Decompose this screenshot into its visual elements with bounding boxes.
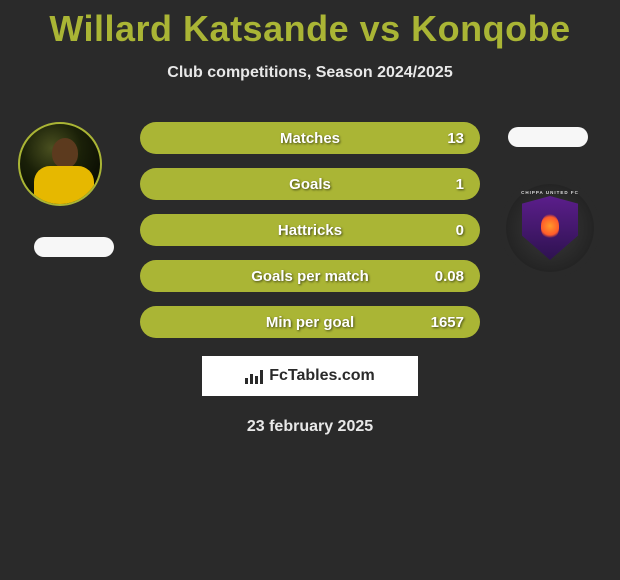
stat-value: 0.08 — [435, 268, 464, 285]
player-left-club-pill — [34, 237, 114, 257]
player-left-avatar — [18, 122, 102, 206]
root: Willard Katsande vs Konqobe Club competi… — [0, 0, 620, 580]
stat-label: Goals — [289, 176, 331, 193]
stat-label: Matches — [280, 130, 340, 147]
stat-row-min-per-goal: Min per goal 1657 — [140, 306, 480, 338]
stat-label: Min per goal — [266, 314, 354, 331]
stat-row-matches: Matches 13 — [140, 122, 480, 154]
chart-icon — [245, 368, 263, 384]
avatar-head-shape — [52, 138, 78, 168]
subtitle: Club competitions, Season 2024/2025 — [0, 64, 620, 82]
stat-row-hattricks: Hattricks 0 — [140, 214, 480, 246]
stat-label: Goals per match — [251, 268, 369, 285]
stat-value: 1657 — [431, 314, 464, 331]
stat-value: 13 — [447, 130, 464, 147]
player-right-club-pill — [508, 127, 588, 147]
stat-label: Hattricks — [278, 222, 342, 239]
stats-column: Matches 13 Goals 1 Hattricks 0 Goals per… — [140, 122, 480, 436]
stat-value: 0 — [456, 222, 464, 239]
stat-value: 1 — [456, 176, 464, 193]
page-title: Willard Katsande vs Konqobe — [0, 8, 620, 50]
branding-text: FcTables.com — [269, 367, 375, 385]
branding-box: FcTables.com — [202, 356, 418, 396]
stat-row-goals: Goals 1 — [140, 168, 480, 200]
club-badge-inner: CHIPPA UNITED FC — [506, 184, 594, 272]
avatar-shirt-shape — [34, 166, 94, 206]
date-text: 23 february 2025 — [140, 418, 480, 436]
player-right-club-badge: CHIPPA UNITED FC — [500, 178, 600, 278]
club-badge-text: CHIPPA UNITED FC — [506, 190, 594, 195]
stat-row-goals-per-match: Goals per match 0.08 — [140, 260, 480, 292]
club-badge-shield-icon — [522, 196, 578, 260]
